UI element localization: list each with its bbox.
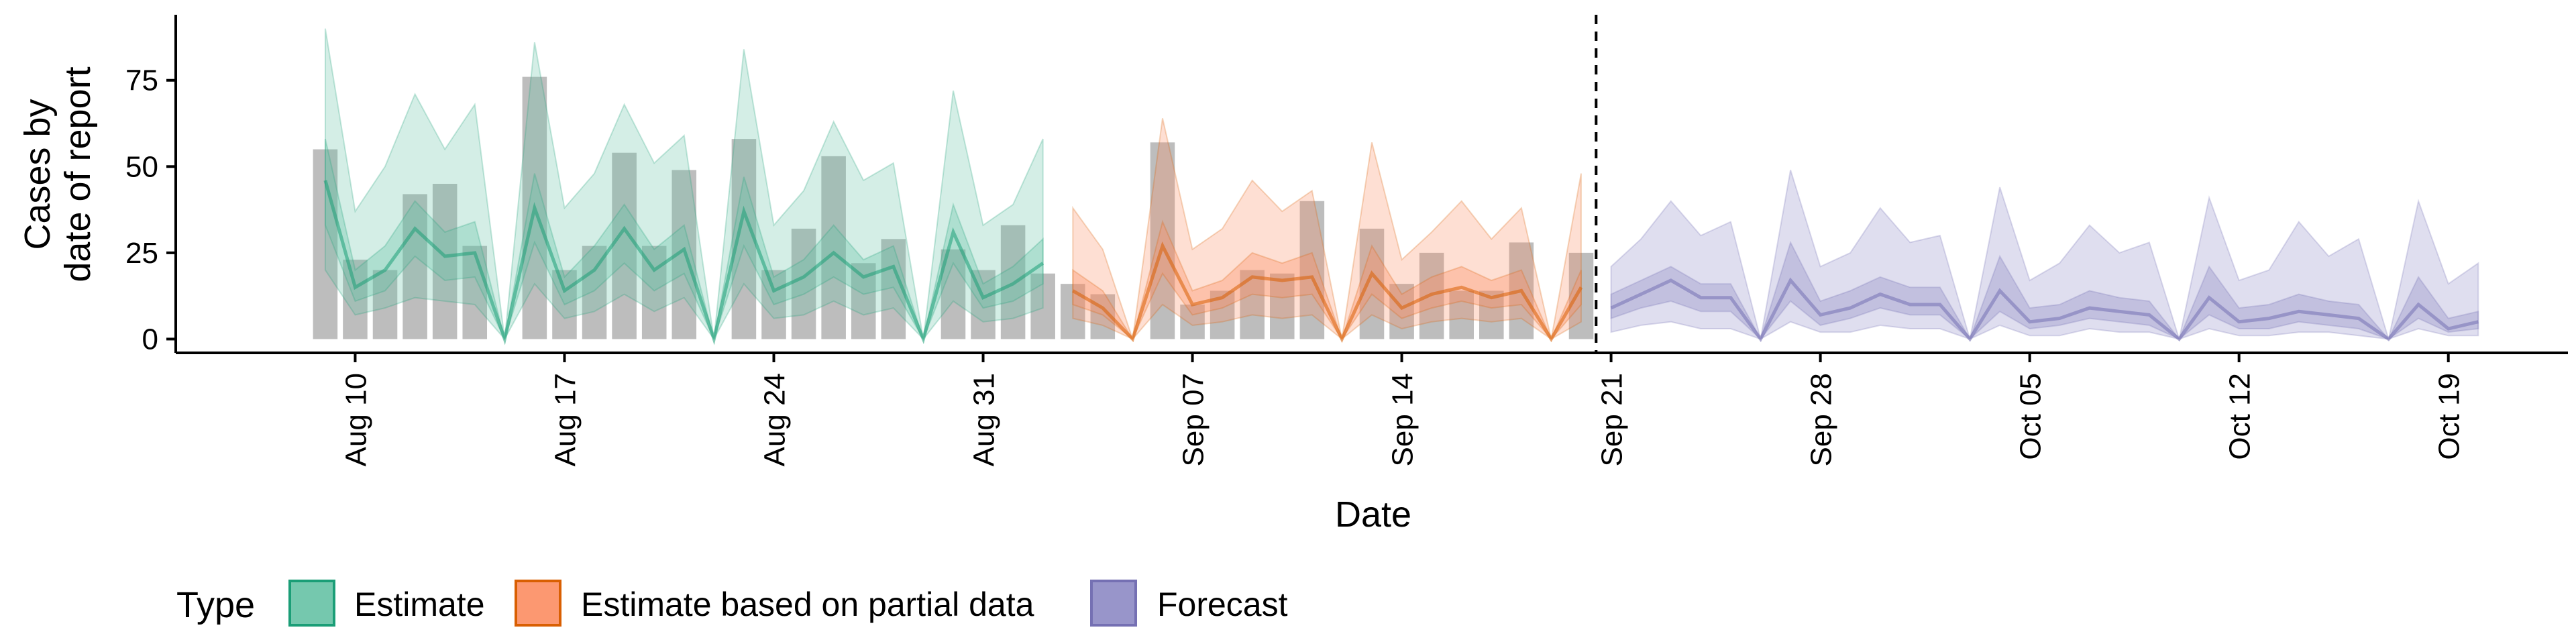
case-bar	[1568, 252, 1594, 339]
band-90-estimate-based-on-partial-data	[1072, 118, 1582, 340]
band-90-forecast	[1610, 170, 2479, 342]
case-bar	[1449, 290, 1474, 339]
y-tick-label: 75	[125, 64, 158, 97]
case-bar	[1030, 273, 1055, 339]
x-tick-label: Sep 28	[1805, 373, 1838, 466]
case-bar	[821, 156, 846, 339]
case-bar	[1389, 284, 1414, 339]
x-tick-label: Oct 05	[2015, 373, 2047, 460]
x-tick-label: Aug 10	[339, 373, 372, 466]
legend-item-partial: Estimate based on partial data	[515, 580, 1034, 627]
case-bar	[432, 184, 458, 339]
y-tick-label: 25	[125, 237, 158, 270]
legend-label-partial-data: Estimate based on partial data	[581, 586, 1034, 623]
x-tick-label: Aug 24	[759, 373, 792, 466]
band-50-estimate	[324, 138, 1044, 342]
case-bars	[313, 76, 1594, 339]
case-bar	[402, 194, 427, 339]
case-bar	[1150, 142, 1175, 339]
y-tick-label: 50	[125, 150, 158, 183]
case-bar	[1299, 201, 1325, 339]
x-tick-label: Aug 31	[968, 373, 1001, 466]
legend: Type Estimate Estimate based on partial …	[176, 580, 1288, 627]
band-50-estimate-based-on-partial-data	[1072, 219, 1582, 341]
x-axis-label: Date	[1335, 494, 1411, 535]
case-bar	[462, 246, 488, 339]
case-bar	[791, 228, 816, 339]
legend-item-estimate: Estimate	[288, 580, 485, 627]
legend-key-estimate	[288, 580, 335, 627]
band-90-estimate	[324, 28, 1044, 341]
case-bar	[343, 260, 368, 339]
x-tick-label: Sep 07	[1177, 373, 1210, 466]
case-bar	[1060, 284, 1085, 339]
median-line-estimate	[323, 180, 1044, 345]
x-tick-label: Sep 14	[1387, 373, 1419, 466]
case-bar	[761, 270, 786, 339]
case-bar	[1180, 305, 1205, 339]
median-line-forecast	[1610, 277, 2479, 343]
x-tick-label: Aug 17	[549, 373, 582, 466]
legend-key-forecast	[1090, 580, 1137, 627]
legend-item-forecast: Forecast	[1090, 580, 1288, 627]
case-bar	[1269, 273, 1295, 339]
legend-label-forecast: Forecast	[1157, 586, 1288, 623]
legend-title: Type	[176, 585, 255, 625]
case-bar	[372, 270, 398, 339]
case-bar	[612, 152, 637, 339]
y-axis-label-line-2: date of report	[58, 66, 98, 282]
y-tick-label: 0	[142, 323, 158, 356]
median-line-estimate-based-on-partial-data	[1072, 241, 1583, 343]
series-bands	[323, 28, 2479, 345]
y-axis-label-line-1: Cases by	[17, 99, 58, 250]
x-tick-label: Oct 12	[2224, 373, 2257, 460]
case-bar	[552, 270, 577, 339]
x-tick-label: Oct 19	[2433, 373, 2466, 460]
legend-key-partial-data	[515, 580, 561, 627]
band-50-forecast	[1610, 240, 2479, 341]
legend-label-estimate: Estimate	[354, 586, 485, 623]
axes: 0 25 50 75 Aug 10 Aug 17 Aug 24 Aug 31 Sep 07 Sep…	[125, 15, 2568, 466]
x-tick-label: Sep 21	[1596, 373, 1629, 466]
